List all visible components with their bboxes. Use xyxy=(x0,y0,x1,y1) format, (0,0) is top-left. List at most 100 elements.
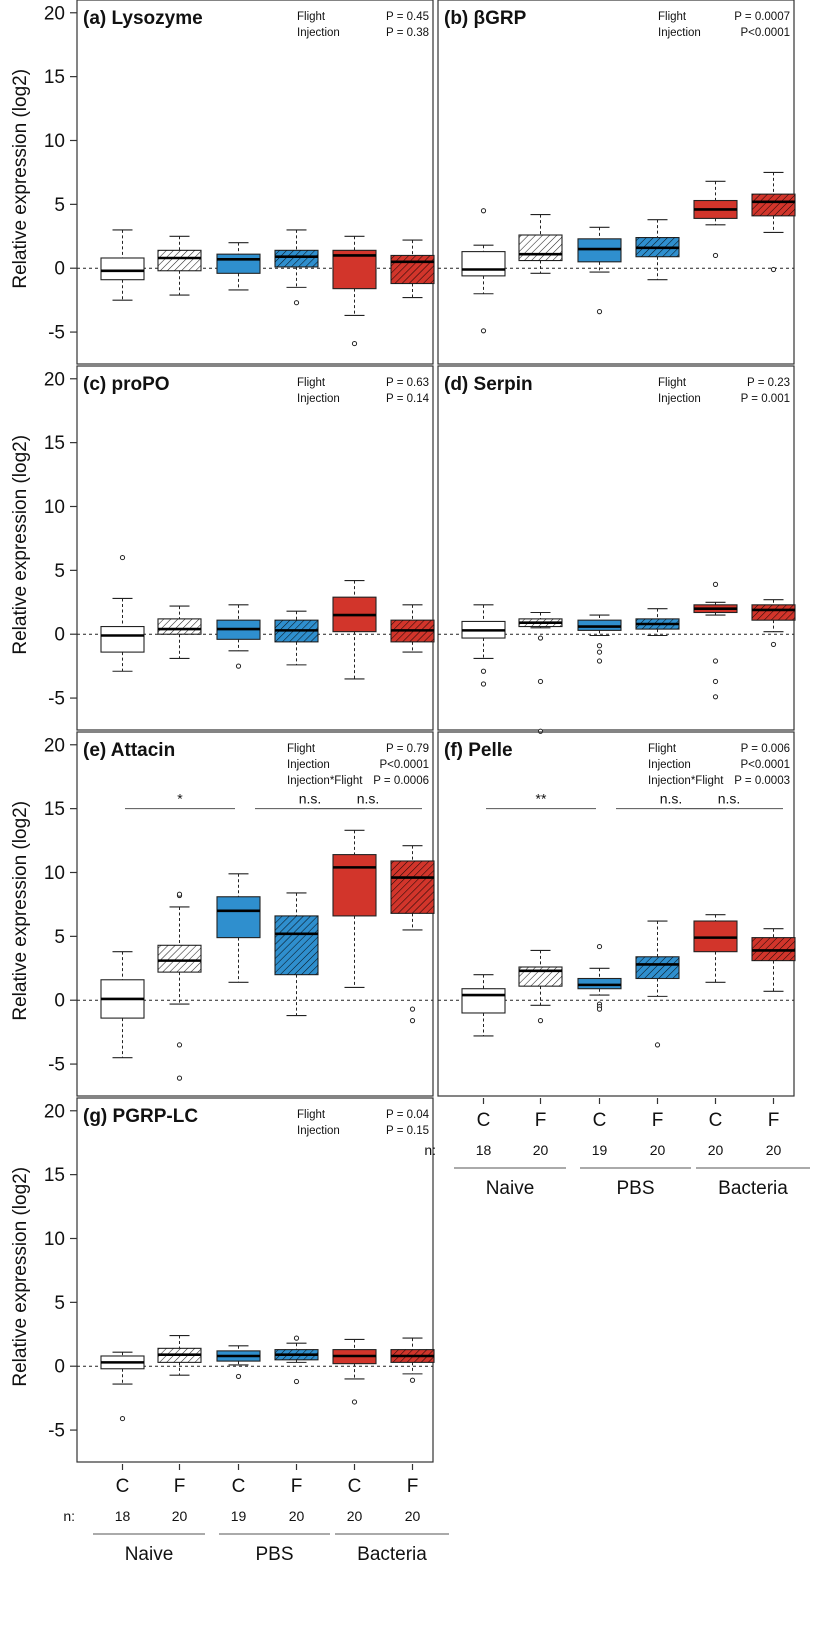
y-axis-label: Relative expression (log2) xyxy=(10,69,31,289)
outlier-point xyxy=(351,1399,358,1405)
box-pbs-f xyxy=(274,1335,319,1385)
box-naive-f xyxy=(518,611,563,734)
stat-value: P<0.0001 xyxy=(740,759,790,771)
x-category-label: C xyxy=(232,1476,246,1497)
outlier-point xyxy=(409,1018,416,1024)
y-tick-label: 20 xyxy=(44,1101,65,1122)
box-bacteria-f xyxy=(390,604,435,653)
sample-size-prefix: n: xyxy=(424,1142,436,1158)
sample-size: 20 xyxy=(347,1508,363,1524)
y-tick-label: 5 xyxy=(54,561,65,582)
panel-title: (d) Serpin xyxy=(444,374,533,395)
x-category-label: F xyxy=(652,1110,664,1131)
stat-value: P = 0.79 xyxy=(386,743,429,755)
stat-label: Flight xyxy=(648,743,677,755)
outlier-point xyxy=(409,1006,416,1012)
outlier-point xyxy=(235,663,242,669)
box-hatching xyxy=(752,194,795,216)
panel-lysozyme: 20 15 10 5 0 -5 Relative expression (log2) (a) … xyxy=(10,0,435,365)
group-label: PBS xyxy=(255,1544,293,1565)
x-category-label: F xyxy=(174,1476,186,1497)
y-tick-label: 15 xyxy=(44,67,65,88)
group-label: PBS xyxy=(616,1178,654,1199)
stat-label: Flight xyxy=(287,743,316,755)
stat-label: Injection xyxy=(297,393,340,405)
stat-value: P = 0.006 xyxy=(741,743,790,755)
stat-label: Injection xyxy=(287,759,330,771)
sample-size: 18 xyxy=(115,1508,131,1524)
sample-size: 20 xyxy=(172,1508,188,1524)
stat-value: P = 0.0006 xyxy=(373,775,429,787)
outlier-point xyxy=(770,641,777,648)
outlier-point xyxy=(351,340,358,347)
outlier-point xyxy=(712,658,719,664)
box-pbs-c xyxy=(577,614,622,664)
box-body xyxy=(332,854,377,917)
stat-label: Injection*Flight xyxy=(648,775,724,787)
stat-value: P = 0.23 xyxy=(747,377,790,389)
box-pbs-f xyxy=(274,229,319,306)
y-tick-label: 0 xyxy=(54,259,65,280)
outlier-point xyxy=(409,1377,416,1383)
group-label: Naive xyxy=(125,1544,174,1565)
x-category-label: C xyxy=(116,1476,130,1497)
box-pbs-c xyxy=(216,873,261,983)
box-bacteria-f xyxy=(751,171,796,273)
panel-title: (g) PGRP-LC xyxy=(83,1106,198,1127)
panels-layer: 20 15 10 5 0 -5 Relative expression (log2) (a) … xyxy=(10,0,796,1463)
outlier-point xyxy=(480,668,487,674)
stat-value: P = 0.14 xyxy=(386,393,430,405)
box-bacteria-c xyxy=(693,180,738,259)
outlier-point xyxy=(176,1075,183,1081)
outlier-point xyxy=(480,681,487,687)
x-category-label: F xyxy=(291,1476,303,1497)
box-naive-c xyxy=(100,229,145,301)
stat-value: P<0.0001 xyxy=(740,27,790,39)
y-tick-label: 5 xyxy=(54,195,65,216)
panel-frame xyxy=(437,731,795,1097)
outlier-point xyxy=(537,678,544,685)
box-hatching xyxy=(391,860,434,914)
outlier-point xyxy=(119,554,126,561)
panel-title: (f) Pelle xyxy=(444,740,513,761)
box-bacteria-f xyxy=(751,928,796,992)
panel-pelle: (f) Pelle Flight P = 0.006 Injection P<0.000… xyxy=(437,731,796,1097)
box-naive-c xyxy=(100,554,145,672)
outlier-point xyxy=(596,658,603,664)
box-pbs-c xyxy=(216,242,261,291)
box-naive-f xyxy=(157,891,202,1081)
box-body xyxy=(461,251,506,277)
box-hatching xyxy=(519,235,562,261)
outlier-point xyxy=(119,1415,126,1422)
panel-title: (e) Attacin xyxy=(83,740,175,761)
x-category-label: C xyxy=(348,1476,362,1497)
panel-title: (c) proPO xyxy=(83,374,170,395)
y-tick-label: 0 xyxy=(54,1357,65,1378)
outlier-point xyxy=(293,300,300,306)
group-label: Bacteria xyxy=(357,1544,427,1565)
stat-label: Flight xyxy=(297,377,326,389)
panel-title: (a) Lysozyme xyxy=(83,8,203,29)
panel-frame xyxy=(437,365,795,731)
y-tick-label: 10 xyxy=(44,497,65,518)
y-tick-label: 15 xyxy=(44,1165,65,1186)
box-naive-f xyxy=(518,949,563,1024)
box-hatching xyxy=(752,604,795,621)
outlier-point xyxy=(176,1042,183,1048)
y-tick-label: 20 xyxy=(44,369,65,390)
box-bacteria-c xyxy=(332,235,377,347)
box-naive-f xyxy=(157,605,202,660)
significance-label: n.s. xyxy=(660,791,683,807)
stat-value: P = 0.001 xyxy=(741,393,790,405)
outlier-point xyxy=(712,252,719,259)
box-naive-c xyxy=(461,604,506,687)
x-category-label: F xyxy=(768,1110,780,1131)
sample-size: 20 xyxy=(766,1142,782,1158)
y-tick-label: 0 xyxy=(54,991,65,1012)
y-tick-label: -5 xyxy=(48,323,65,344)
panel-frame xyxy=(76,0,434,365)
stat-value: P = 0.63 xyxy=(386,377,429,389)
y-axis-label: Relative expression (log2) xyxy=(10,801,31,1021)
y-axis-label: Relative expression (log2) xyxy=(10,435,31,655)
box-bacteria-c xyxy=(693,581,738,700)
